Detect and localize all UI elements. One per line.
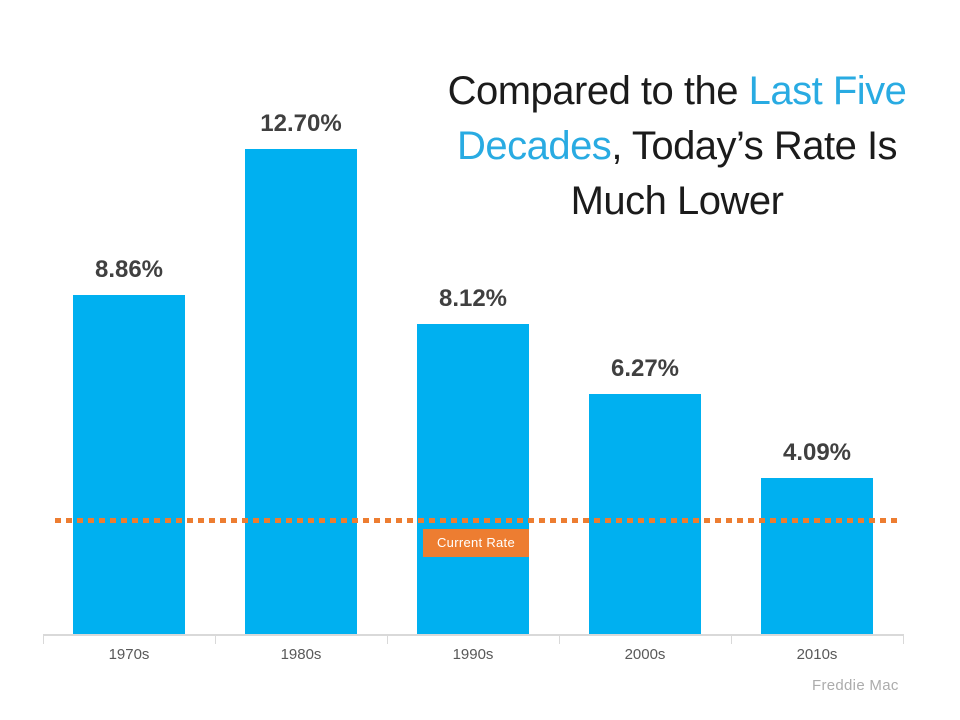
title-text: Much Lower [570,179,784,223]
bar-value-label-1970s: 8.86% [94,256,164,283]
title-line-3: Much Lower [408,174,946,229]
bar-value-label-2010s: 4.09% [782,439,852,466]
current-rate-dotted-line [55,518,901,523]
chart-title: Compared to the Last Five Decades, Today… [408,64,946,229]
bar-2010s [761,478,873,634]
bar-2000s [589,394,701,634]
x-axis-tick [731,635,732,644]
x-axis-tick [215,635,216,644]
x-axis-tick [903,635,904,644]
bar-group-2010s: 4.09% [731,80,903,634]
x-axis-tick [387,635,388,644]
title-text-accent: Last Five [748,69,907,113]
title-line-2: Decades, Today’s Rate Is [408,119,946,174]
bar-value-label-1980s: 12.70% [260,110,342,137]
bar-group-1980s: 12.70% [215,80,387,634]
source-credit: Freddie Mac [812,677,899,694]
x-axis-label-1990s: 1990s [452,646,494,663]
x-axis-tick [559,635,560,644]
x-axis-tick [43,635,44,644]
title-text: Compared to the [447,69,749,113]
x-axis-label-1980s: 1980s [280,646,322,663]
bar-value-label-1990s: 8.12% [438,285,508,312]
bar-group-2000s: 6.27% [559,80,731,634]
bar-chart-plot: 8.86% 12.70% 8.12% 6.27% 4.09% [43,80,903,634]
title-text: , Today’s Rate Is [611,124,898,168]
bar-1990s [417,324,529,634]
x-axis-label-2000s: 2000s [624,646,666,663]
bar-group-1970s: 8.86% [43,80,215,634]
x-axis-label-2010s: 2010s [796,646,838,663]
x-axis-line [43,634,904,636]
bar-1980s [245,149,357,634]
title-text-accent: Decades [456,124,612,168]
current-rate-badge: Current Rate [423,529,529,557]
x-axis-labels: 1970s 1980s 1990s 2000s 2010s [43,646,903,668]
x-axis-label-1970s: 1970s [108,646,150,663]
bar-1970s [73,295,185,634]
bar-value-label-2000s: 6.27% [610,355,680,382]
bar-group-1990s: 8.12% [387,80,559,634]
title-line-1: Compared to the Last Five [408,64,946,119]
